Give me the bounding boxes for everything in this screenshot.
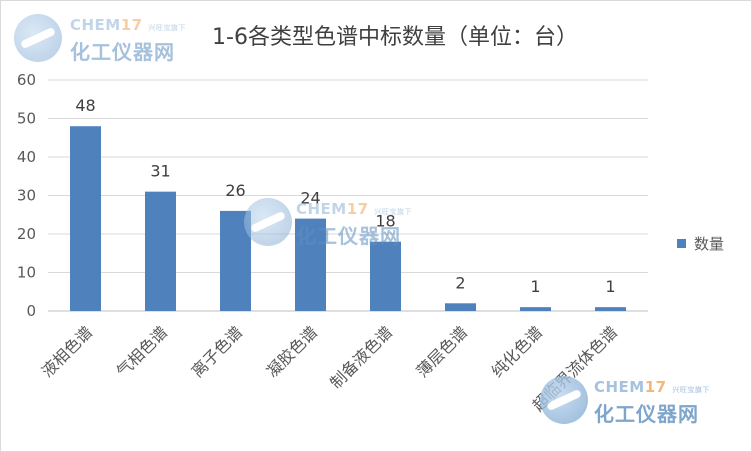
watermark-brand: CHEM — [70, 16, 121, 34]
watermark-brand-num: 17 — [120, 16, 143, 34]
watermark-tagline: 兴旺宝旗下 — [374, 208, 412, 216]
bar — [445, 303, 476, 311]
y-tick-label: 60 — [17, 71, 36, 89]
data-label: 24 — [300, 189, 320, 208]
chart-title: 1-6各类型色谱中标数量（单位：台） — [212, 25, 578, 50]
x-tick-label: 凝胶色谱 — [263, 322, 322, 381]
data-label: 26 — [225, 181, 245, 200]
bar — [70, 126, 101, 311]
watermark-tagline: 兴旺宝旗下 — [672, 386, 710, 394]
x-tick-label: 液相色谱 — [38, 322, 97, 381]
bar — [595, 307, 626, 311]
bar — [295, 218, 326, 311]
legend-swatch — [677, 239, 686, 248]
watermark-globe-icon — [14, 14, 62, 62]
data-label: 31 — [150, 162, 170, 181]
watermark-tagline: 兴旺宝旗下 — [148, 24, 186, 32]
x-tick-label: 离子色谱 — [188, 322, 247, 381]
x-tick-label: 纯化色谱 — [488, 322, 547, 381]
data-labels: 48 31 26 24 18 2 1 1 — [75, 96, 615, 296]
data-label: 48 — [75, 96, 95, 115]
watermark-brand: CHEM — [594, 378, 645, 396]
watermark-brand-num: 17 — [346, 200, 369, 218]
bar — [520, 307, 551, 311]
x-tick-label: 气相色谱 — [113, 322, 172, 381]
y-tick-label: 40 — [17, 148, 36, 166]
data-label: 1 — [530, 277, 540, 296]
x-tick-label: 制备液色谱 — [326, 322, 396, 392]
legend: 数量 — [677, 235, 724, 253]
y-tick-label: 20 — [17, 225, 36, 243]
watermark-name: 化工仪器网 — [296, 224, 401, 248]
data-label: 1 — [605, 277, 615, 296]
watermark-name: 化工仪器网 — [594, 402, 699, 426]
watermark-brand: CHEM — [296, 200, 347, 218]
legend-label: 数量 — [694, 235, 724, 253]
bar — [370, 241, 401, 311]
y-tick-label: 50 — [17, 110, 36, 128]
y-tick-label: 30 — [17, 187, 36, 205]
data-label: 18 — [375, 212, 395, 231]
watermark-brand-num: 17 — [644, 378, 667, 396]
gridlines — [48, 79, 648, 312]
y-axis: 0 10 20 30 40 50 60 — [17, 71, 36, 320]
bars — [70, 126, 626, 311]
y-tick-label: 0 — [26, 302, 36, 320]
watermark-globe-icon — [540, 376, 588, 424]
data-label: 2 — [455, 273, 465, 292]
y-tick-label: 10 — [17, 264, 36, 282]
watermark-globe-icon — [244, 198, 292, 246]
watermark-name: 化工仪器网 — [70, 40, 175, 64]
x-tick-label: 薄层色谱 — [413, 322, 472, 381]
bar — [145, 191, 176, 311]
